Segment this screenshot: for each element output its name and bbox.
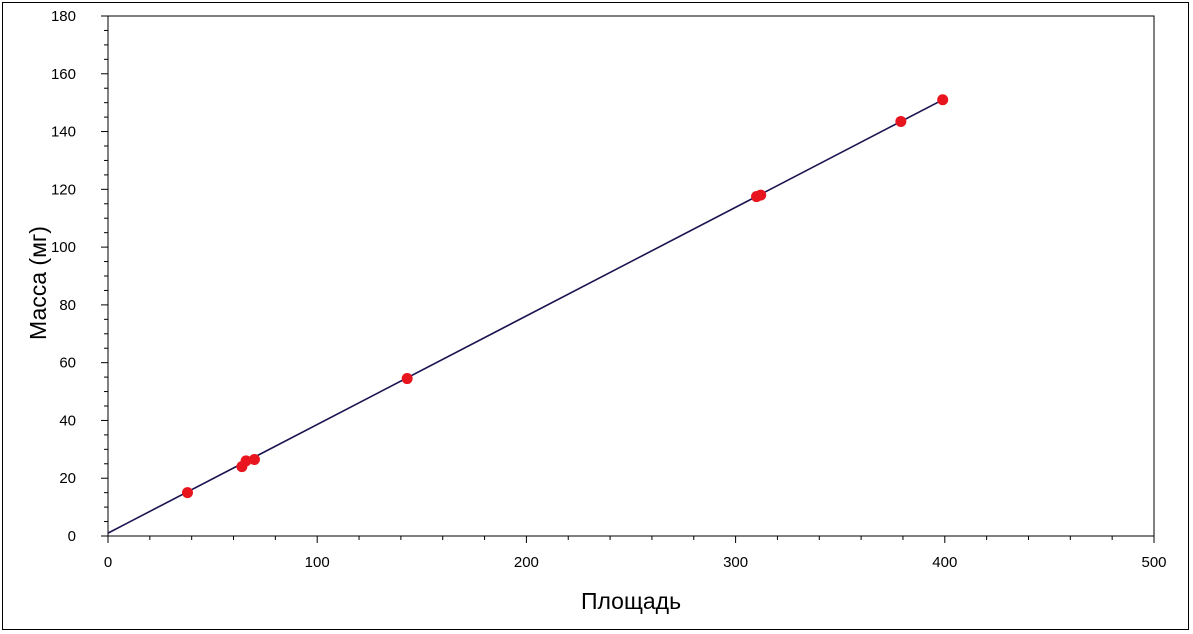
ticks-layer: 0 100 200 300 400 500 0 20 40 60 80 100 120 140 160 180 <box>51 8 1167 571</box>
x-tick-label: 100 <box>305 554 330 571</box>
data-point <box>401 373 413 385</box>
data-point <box>181 487 193 499</box>
y-tick-label: 80 <box>59 297 76 314</box>
x-tick-label: 0 <box>104 554 112 571</box>
data-point <box>755 189 767 201</box>
x-tick-label: 500 <box>1141 554 1166 571</box>
data-point <box>937 94 949 106</box>
y-tick-label: 40 <box>59 412 76 429</box>
data-point <box>895 115 907 127</box>
y-axis-title: Масса (мг) <box>25 226 51 340</box>
x-tick-label: 400 <box>932 554 957 571</box>
data-point <box>240 455 252 467</box>
y-tick-label: 140 <box>51 124 76 141</box>
x-axis-title: Площадь <box>581 588 681 614</box>
y-tick-label: 20 <box>59 470 76 487</box>
points-layer <box>181 94 949 499</box>
y-tick-label: 0 <box>68 528 76 545</box>
y-tick-label: 160 <box>51 66 76 83</box>
y-tick-label: 180 <box>51 8 76 25</box>
y-tick-label: 100 <box>51 239 76 256</box>
x-tick-label: 200 <box>514 554 539 571</box>
y-tick-label: 60 <box>59 355 76 372</box>
y-tick-label: 120 <box>51 181 76 198</box>
data-point <box>248 453 260 465</box>
x-tick-label: 300 <box>723 554 748 571</box>
plot-area <box>107 15 1155 537</box>
